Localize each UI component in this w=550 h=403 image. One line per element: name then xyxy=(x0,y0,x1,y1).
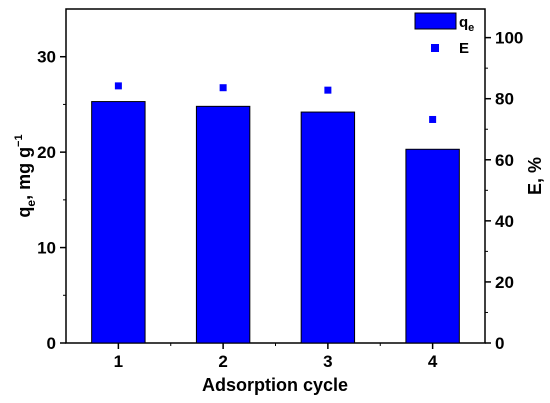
bar-cycle-4 xyxy=(405,148,460,344)
legend-swatch-qe xyxy=(414,12,457,30)
left-axis-title-sup: −1 xyxy=(13,134,25,147)
bar-cycle-2 xyxy=(195,105,251,344)
point-e-cycle-2 xyxy=(219,84,227,92)
legend-label-e: E xyxy=(459,40,469,57)
legend-label-qe-main: q xyxy=(459,14,468,31)
legend-label-qe-sub: e xyxy=(468,22,474,34)
left-tick-label-30: 30 xyxy=(37,48,56,67)
x-tick-label-3: 3 xyxy=(323,352,332,371)
right-axis-title: E, % xyxy=(525,157,545,195)
x-tick-label-4: 4 xyxy=(428,352,438,371)
bars-layer xyxy=(91,101,460,344)
left-tick-label-20: 20 xyxy=(37,143,56,162)
x-tick-label-1: 1 xyxy=(114,352,123,371)
left-tick-label-10: 10 xyxy=(37,239,56,258)
x-axis-title: Adsorption cycle xyxy=(202,375,348,395)
bar-cycle-3 xyxy=(300,111,356,344)
left-axis-title: qe, mg g−1 xyxy=(13,134,38,217)
right-tick-label-80: 80 xyxy=(495,90,514,109)
right-tick-label-20: 20 xyxy=(495,273,514,292)
point-e-cycle-3 xyxy=(324,86,332,94)
right-tick-label-100: 100 xyxy=(495,29,523,48)
right-tick-label-40: 40 xyxy=(495,212,514,231)
right-tick-label-0: 0 xyxy=(495,334,504,353)
legend: qe E xyxy=(414,12,474,57)
point-e-cycle-1 xyxy=(114,82,122,90)
left-axis-title-rest: , mg g xyxy=(14,147,34,200)
left-tick-label-0: 0 xyxy=(47,334,56,353)
bar-cycle-1 xyxy=(91,101,146,344)
legend-marker-e xyxy=(431,44,439,52)
x-tick-label-2: 2 xyxy=(218,352,227,371)
points-layer xyxy=(114,82,437,123)
left-axis-title-main: q xyxy=(14,207,34,218)
point-e-cycle-4 xyxy=(429,115,437,123)
left-axis-title-sub: e xyxy=(24,200,38,207)
right-tick-label-60: 60 xyxy=(495,151,514,170)
legend-label-qe: qe xyxy=(459,14,474,34)
